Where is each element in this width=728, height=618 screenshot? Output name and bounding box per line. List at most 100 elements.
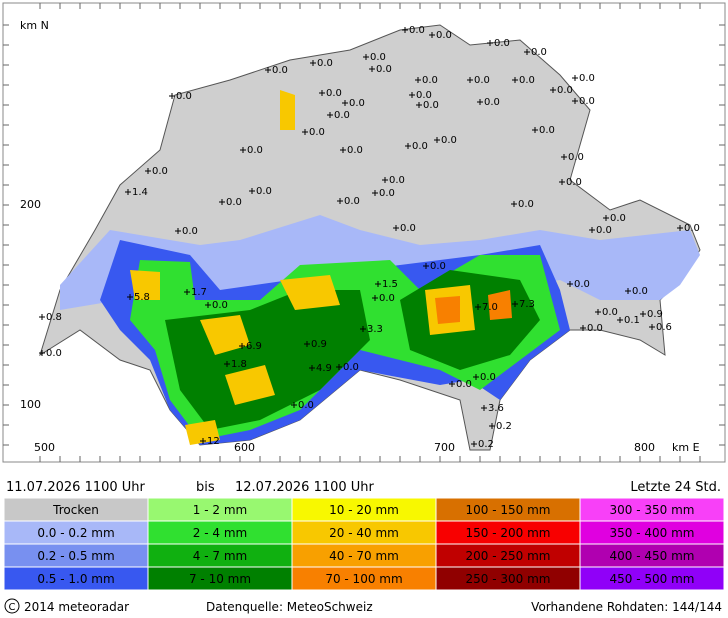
period-start: 11.07.2026 1100 Uhr — [6, 480, 146, 495]
legend-label: 0.5 - 1.0 mm — [37, 572, 114, 586]
station-value: 0.0 — [441, 135, 457, 146]
legend-label: 4 - 7 mm — [193, 549, 247, 563]
frame-ticks — [3, 3, 725, 462]
station-value: 0.0 — [436, 30, 452, 41]
station-value: 1.5 — [382, 279, 398, 290]
station-value: 0.2 — [478, 439, 494, 450]
legend-label: 40 - 70 mm — [329, 549, 399, 563]
station-value: 0.6 — [656, 322, 672, 333]
station-value: 0.0 — [632, 286, 648, 297]
station-value: 0.0 — [400, 223, 416, 234]
station-value: 0.0 — [596, 225, 612, 236]
legend-label: 20 - 40 mm — [329, 526, 399, 540]
legend-label: 0.2 - 0.5 mm — [37, 549, 114, 563]
station-value: 7.3 — [519, 299, 535, 310]
station-value: 0.0 — [579, 96, 595, 107]
station-value: 0.0 — [326, 88, 342, 99]
station-value: 4.9 — [316, 363, 332, 374]
station-value: 0.0 — [152, 166, 168, 177]
station-value: 0.0 — [494, 38, 510, 49]
station-value: 0.9 — [647, 309, 663, 320]
station-value: 0.0 — [557, 85, 573, 96]
legend-label: 200 - 250 mm — [466, 549, 551, 563]
station-value: 5.8 — [134, 292, 150, 303]
precip-area — [435, 290, 512, 324]
legend-label: 70 - 100 mm — [325, 572, 402, 586]
station-value: 0.0 — [344, 196, 360, 207]
station-value: 0.0 — [182, 226, 198, 237]
legend-label: 250 - 300 mm — [466, 572, 551, 586]
station-value: 0.0 — [422, 75, 438, 86]
station-value: 0.0 — [370, 52, 386, 63]
data-source: Datenquelle: MeteoSchweiz — [206, 600, 373, 614]
station-value: 0.0 — [602, 307, 618, 318]
axis-label: 100 — [20, 398, 41, 411]
legend-label: 100 - 150 mm — [466, 503, 551, 517]
station-value: 1.4 — [132, 187, 148, 198]
copyright: 2014 meteoradar — [24, 600, 129, 614]
station-value: 6.9 — [246, 341, 262, 352]
axis-label: km E — [672, 441, 700, 454]
legend-label: 7 - 10 mm — [189, 572, 251, 586]
station-value: 0.0 — [480, 372, 496, 383]
station-value: 0.0 — [587, 323, 603, 334]
station-value: 0.2 — [496, 421, 512, 432]
period-length: Letzte 24 Std. — [630, 480, 721, 495]
axis-label: 600 — [234, 441, 255, 454]
legend-label: 1 - 2 mm — [193, 503, 247, 517]
station-value: 0.0 — [409, 25, 425, 36]
station-value: 0.0 — [349, 98, 365, 109]
station-value: 0.0 — [574, 279, 590, 290]
station-value: 0.0 — [247, 145, 263, 156]
legend-label: 450 - 500 mm — [610, 572, 695, 586]
copyright-sign: C — [9, 602, 16, 613]
station-value: 0.0 — [519, 75, 535, 86]
station-value: 0.0 — [46, 348, 62, 359]
station-value: 0.0 — [610, 213, 626, 224]
station-value: 0.0 — [484, 97, 500, 108]
station-value: 3.6 — [488, 403, 504, 414]
station-value: 0.0 — [389, 175, 405, 186]
station-value: 0.0 — [568, 152, 584, 163]
legend-label: 10 - 20 mm — [329, 503, 399, 517]
station-value: 1.7 — [191, 287, 207, 298]
station-value: 0.0 — [416, 90, 432, 101]
station-value: 0.0 — [423, 100, 439, 111]
station-value: 0.0 — [226, 197, 242, 208]
station-value: 0.0 — [376, 64, 392, 75]
station-value: 0.0 — [347, 145, 363, 156]
station-value: 0.0 — [298, 400, 314, 411]
station-value: 0.0 — [531, 47, 547, 58]
station-value: 0.0 — [539, 125, 555, 136]
copyright-sign — [4, 598, 20, 614]
axis-label: 800 — [634, 441, 655, 454]
legend-swatch — [579, 566, 725, 591]
station-value: 0.9 — [311, 339, 327, 350]
station-value: 0.0 — [176, 91, 192, 102]
legend-label: 300 - 350 mm — [610, 503, 695, 517]
station-value: 0.0 — [430, 261, 446, 272]
station-value: 0.1 — [624, 315, 640, 326]
station-value: 0.0 — [256, 186, 272, 197]
station-value: 1.8 — [231, 359, 247, 370]
legend: Trocken 0.0 - 0.2 mm 0.2 - 0.5 mm 0.5 - 1.0… — [3, 497, 725, 591]
period-bis: bis — [196, 480, 215, 495]
station-value: 0.0 — [518, 199, 534, 210]
period-end: 12.07.2026 1100 Uhr — [235, 480, 375, 495]
axis-label: 500 — [34, 441, 55, 454]
station-value: 0.0 — [379, 188, 395, 199]
station-value: 0.0 — [566, 177, 582, 188]
station-value: 0.0 — [684, 223, 700, 234]
station-value: 0.0 — [272, 65, 288, 76]
station-value: 0.0 — [456, 379, 472, 390]
station-value: 0.0 — [474, 75, 490, 86]
raw-data-count: Vorhandene Rohdaten: 144/144 — [531, 600, 722, 614]
legend-label: Trocken — [52, 503, 99, 517]
station-value: 0.8 — [46, 312, 62, 323]
station-value: 0.0 — [317, 58, 333, 69]
legend-label: 0.0 - 0.2 mm — [37, 526, 114, 540]
legend-label: 150 - 200 mm — [466, 526, 551, 540]
station-layer: 0.0 0.0 0.0 0.0 0.0 0.0 0.0 0.0 0.0 0.0 0.0 0.0 0.0 0… — [39, 25, 700, 450]
station-value: 0.0 — [379, 293, 395, 304]
